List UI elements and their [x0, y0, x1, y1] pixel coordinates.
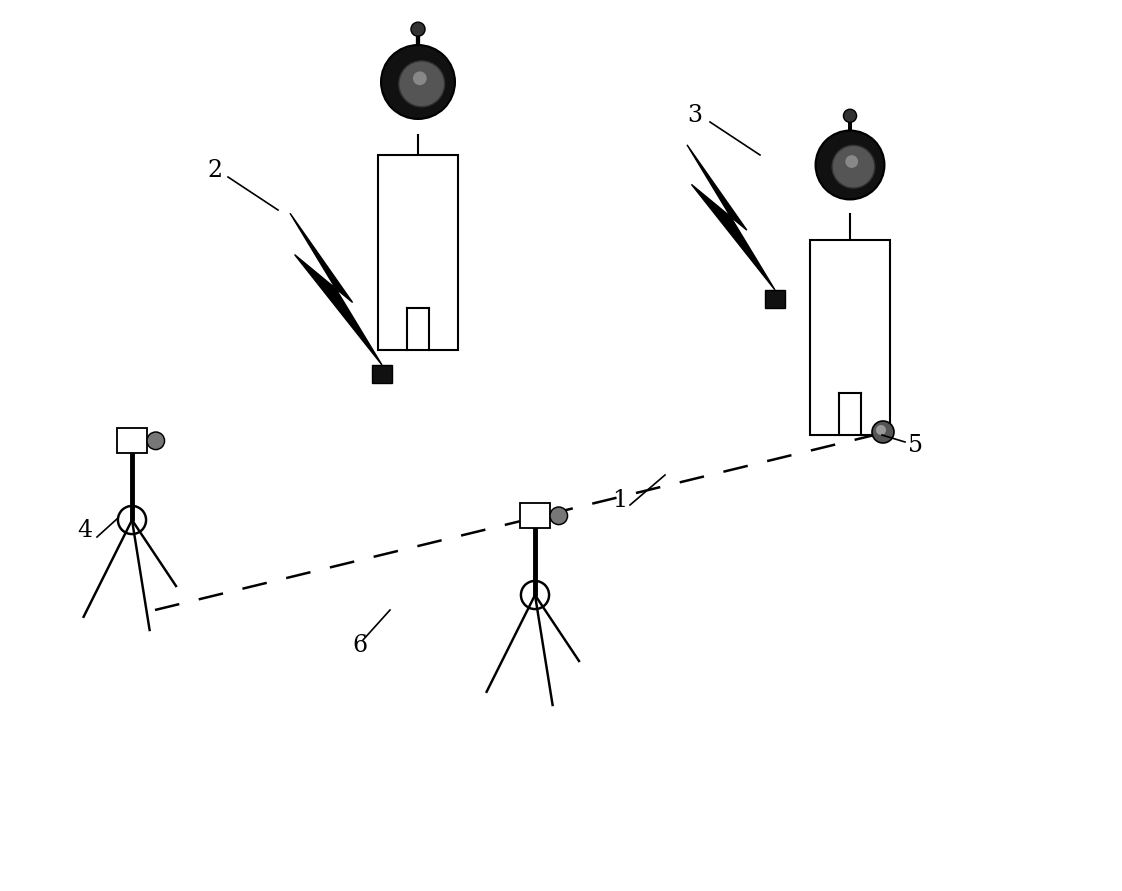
Bar [371, 365, 392, 383]
Text: 5: 5 [908, 434, 922, 456]
Circle shape [833, 145, 875, 188]
Circle shape [844, 110, 856, 122]
Circle shape [872, 421, 894, 443]
Bar [378, 155, 458, 350]
Circle shape [147, 432, 165, 450]
Polygon shape [687, 145, 775, 290]
Bar [810, 240, 890, 435]
Text: 1: 1 [613, 488, 627, 511]
Bar [117, 429, 147, 454]
Circle shape [398, 61, 444, 107]
Circle shape [411, 22, 425, 37]
Circle shape [876, 425, 886, 435]
Bar [765, 290, 784, 307]
Bar [519, 503, 550, 528]
Circle shape [381, 45, 454, 119]
Text: 2: 2 [208, 159, 222, 182]
Text: 6: 6 [352, 634, 368, 657]
Circle shape [550, 507, 568, 525]
Text: 3: 3 [688, 103, 702, 127]
Circle shape [413, 71, 426, 86]
Circle shape [816, 131, 884, 200]
Polygon shape [289, 213, 381, 365]
Text: 4: 4 [77, 519, 92, 542]
Circle shape [845, 155, 858, 168]
